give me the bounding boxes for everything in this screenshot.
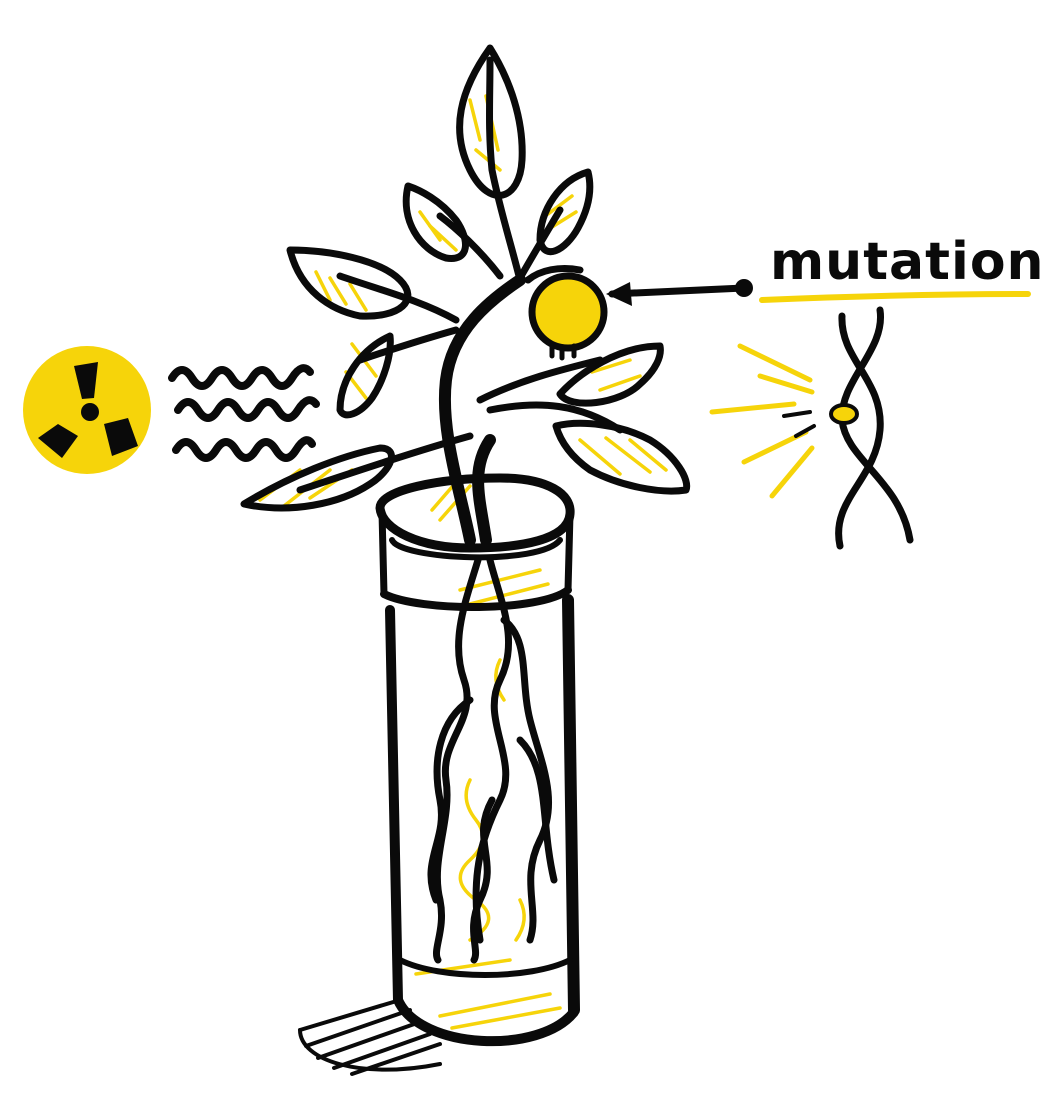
radiation-icon	[23, 346, 151, 474]
label-underline	[759, 291, 1031, 303]
pointer-arrow	[606, 279, 753, 306]
mutation-label: mutation	[770, 232, 1045, 292]
test-tube	[298, 473, 580, 1076]
dna-helix	[709, 306, 914, 550]
plant	[240, 44, 691, 546]
radiation-waves	[168, 364, 320, 462]
plant-roots	[427, 556, 558, 964]
mutation-bud	[528, 272, 608, 361]
